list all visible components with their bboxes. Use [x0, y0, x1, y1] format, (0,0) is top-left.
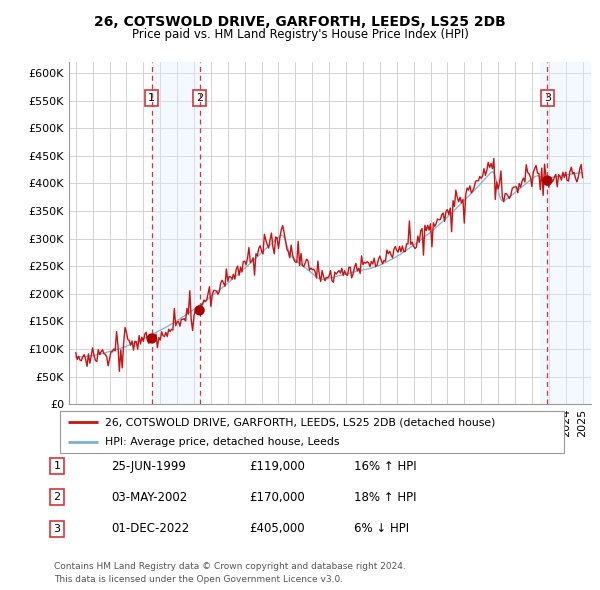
Text: £170,000: £170,000 [249, 491, 305, 504]
Text: 26, COTSWOLD DRIVE, GARFORTH, LEEDS, LS25 2DB (detached house): 26, COTSWOLD DRIVE, GARFORTH, LEEDS, LS2… [106, 417, 496, 427]
Text: £405,000: £405,000 [249, 522, 305, 535]
Text: Price paid vs. HM Land Registry's House Price Index (HPI): Price paid vs. HM Land Registry's House … [131, 28, 469, 41]
Text: 1: 1 [53, 461, 61, 471]
Text: 2: 2 [53, 493, 61, 502]
Bar [541, 62, 591, 404]
Text: 03-MAY-2002: 03-MAY-2002 [111, 491, 187, 504]
Text: 3: 3 [544, 93, 551, 103]
Text: This data is licensed under the Open Government Licence v3.0.: This data is licensed under the Open Gov… [54, 575, 343, 584]
Text: £119,000: £119,000 [249, 460, 305, 473]
Text: 25-JUN-1999: 25-JUN-1999 [111, 460, 186, 473]
Text: 01-DEC-2022: 01-DEC-2022 [111, 522, 189, 535]
Text: 6% ↓ HPI: 6% ↓ HPI [354, 522, 409, 535]
Point [542, 176, 552, 185]
Text: 3: 3 [53, 524, 61, 533]
Point [147, 334, 157, 343]
Text: 16% ↑ HPI: 16% ↑ HPI [354, 460, 416, 473]
Text: 18% ↑ HPI: 18% ↑ HPI [354, 491, 416, 504]
Text: Contains HM Land Registry data © Crown copyright and database right 2024.: Contains HM Land Registry data © Crown c… [54, 562, 406, 571]
Text: 26, COTSWOLD DRIVE, GARFORTH, LEEDS, LS25 2DB: 26, COTSWOLD DRIVE, GARFORTH, LEEDS, LS2… [94, 15, 506, 30]
Bar [152, 62, 200, 404]
Point [195, 306, 205, 315]
Text: HPI: Average price, detached house, Leeds: HPI: Average price, detached house, Leed… [106, 437, 340, 447]
Text: 2: 2 [196, 93, 203, 103]
Text: 1: 1 [148, 93, 155, 103]
